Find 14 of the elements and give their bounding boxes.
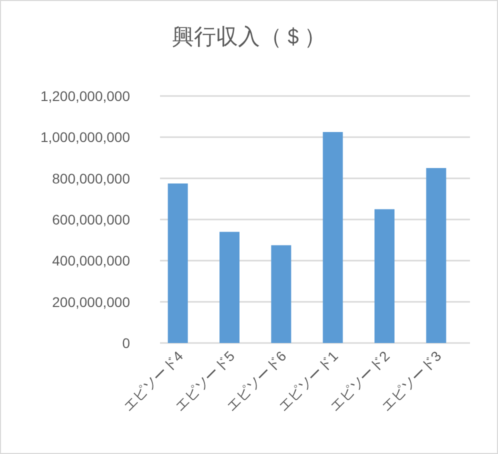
chart-title: 興行収入（＄） bbox=[172, 24, 326, 49]
bar bbox=[374, 209, 394, 343]
bar bbox=[168, 183, 188, 343]
y-tick-label: 1,000,000,000 bbox=[40, 129, 130, 146]
y-tick-label: 1,200,000,000 bbox=[40, 88, 130, 104]
y-tick-label: 400,000,000 bbox=[52, 252, 130, 269]
y-tick-label: 600,000,000 bbox=[52, 212, 130, 228]
y-tick-label: 800,000,000 bbox=[52, 170, 130, 186]
bar bbox=[271, 245, 292, 343]
bar bbox=[220, 232, 240, 343]
y-tick-label: 200,000,000 bbox=[52, 294, 130, 310]
bar bbox=[426, 168, 446, 343]
y-tick-label: 0 bbox=[122, 335, 130, 351]
bar bbox=[322, 132, 343, 343]
